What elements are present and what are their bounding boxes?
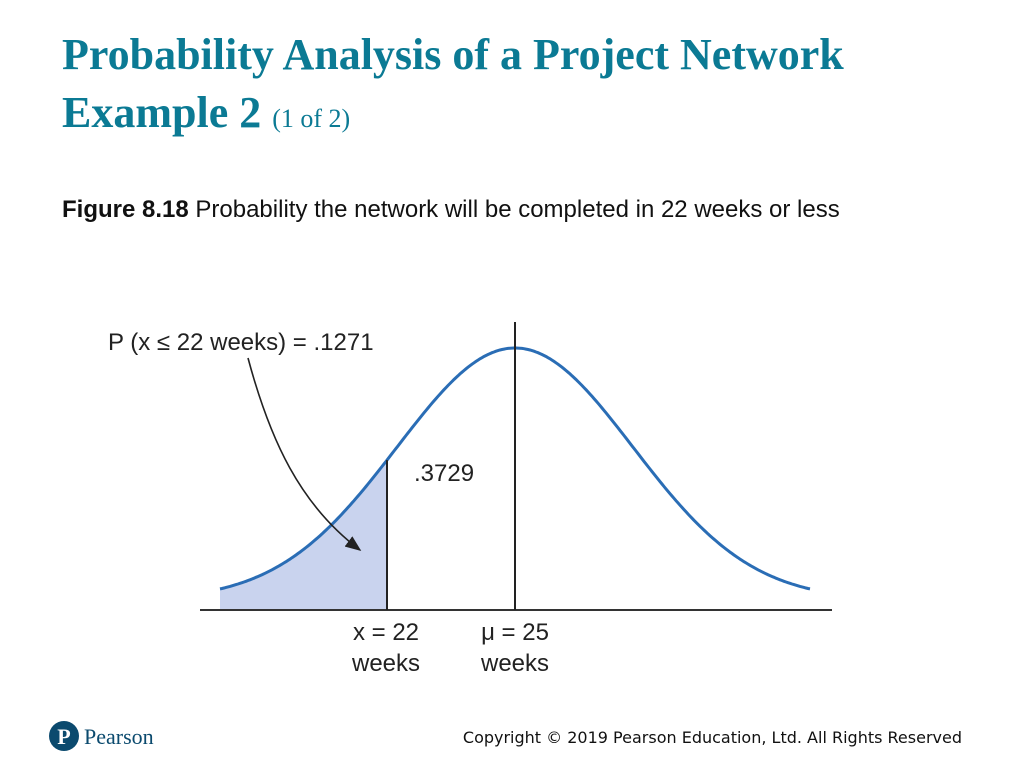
slide-counter: (1 of 2)	[272, 104, 351, 133]
figure-caption: Figure 8.18 Probability the network will…	[62, 194, 962, 226]
slide-title: Probability Analysis of a Project Networ…	[62, 26, 992, 148]
title-line1: Probability Analysis of a Project Networ…	[62, 30, 844, 79]
figure-description: Probability the network will be complete…	[195, 196, 840, 223]
pearson-logo-icon: P	[49, 721, 79, 751]
copyright-notice: Copyright © 2019 Pearson Education, Ltd.…	[462, 728, 962, 747]
area-label: .3729	[414, 460, 474, 487]
x-marker-line1: x = 22	[353, 619, 419, 646]
probability-label: P (x ≤ 22 weeks) = .1271	[108, 329, 374, 356]
mean-marker-line1: μ = 25	[481, 619, 549, 646]
x-marker-line2: weeks	[351, 650, 420, 677]
figure-label: Figure 8.18	[62, 196, 189, 223]
brand-name: Pearson	[84, 724, 154, 749]
shaded-probability-area	[220, 460, 387, 610]
pointer-arrow-line	[247, 357, 362, 551]
title-line2: Example 2	[62, 88, 262, 137]
svg-text:P: P	[57, 724, 70, 749]
mean-marker-line2: weeks	[480, 650, 549, 677]
normal-distribution-figure: P (x ≤ 22 weeks) = .1271 .3729 x = 22 we…	[108, 322, 832, 677]
